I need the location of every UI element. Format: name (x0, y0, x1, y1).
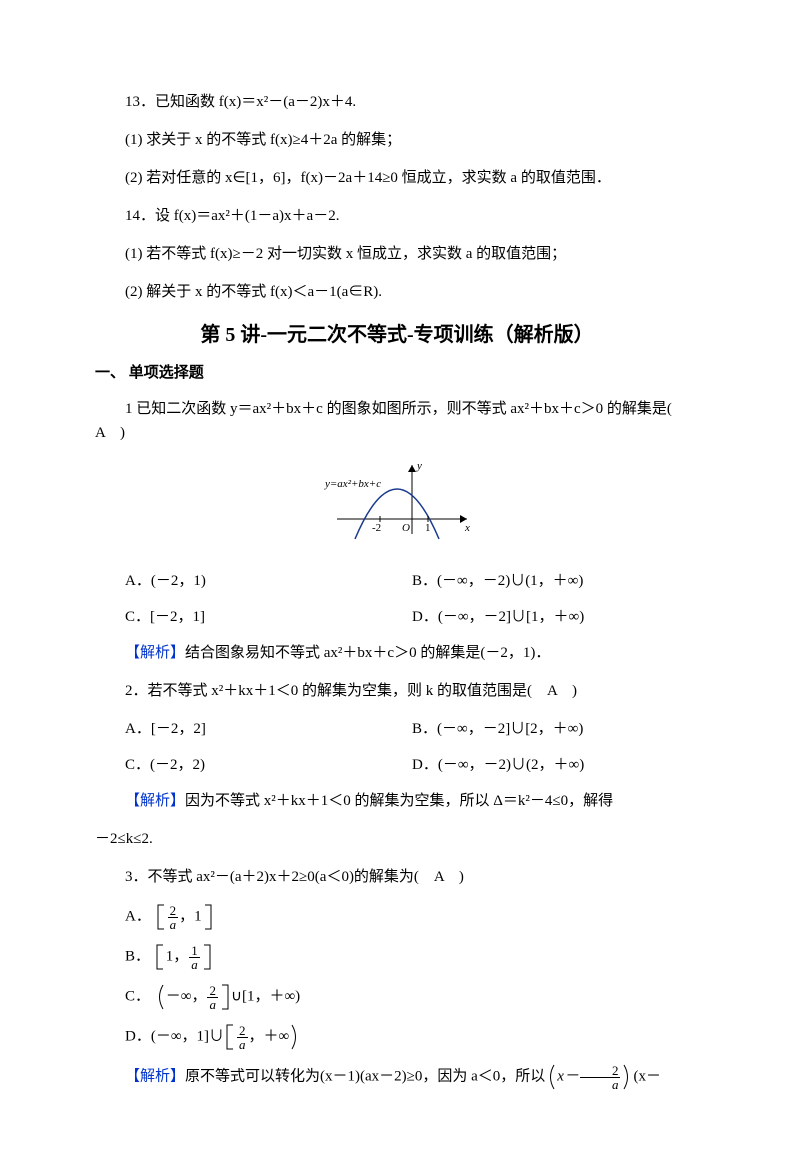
q1-option-a: A．(－2，1) (95, 569, 412, 593)
right-bracket-icon (202, 903, 214, 931)
left-paren-icon (154, 983, 166, 1011)
left-bracket-icon (154, 943, 166, 971)
q3-option-c: C． －∞，2a ∪[1，＋∞) (95, 983, 699, 1011)
q1-analysis: 【解析】结合图象易知不等式 ax²＋bx＋c＞0 的解集是(－2，1)． (95, 641, 699, 665)
analysis-label: 【解析】 (125, 1068, 185, 1084)
y-label: y (416, 460, 422, 472)
fraction: 2a (207, 984, 218, 1011)
q3-option-d: D．(－∞，1]∪ 2a，＋∞ (95, 1023, 699, 1051)
y-arrow-icon (408, 465, 416, 472)
q3a-post: ，1 (179, 908, 202, 924)
right-bracket-icon (201, 943, 213, 971)
q3-ana-x: x－ (557, 1068, 579, 1084)
lecture-title: 第 5 讲-一元二次不等式-专项训练（解析版） (95, 318, 699, 347)
problem-13-2: (2) 若对任意的 x∈[1，6]，f(x)－2a＋14≥0 恒成立，求实数 a… (95, 166, 699, 190)
tick-origin: O (402, 522, 410, 534)
q1-options-row1: A．(－2，1) B．(－∞，－2)∪(1，＋∞) (95, 569, 699, 593)
q3-ana-pre: 原不等式可以转化为(x－1)(ax－2)≥0，因为 a＜0，所以 (185, 1068, 545, 1084)
question-3: 3．不等式 ax²－(a＋2)x＋2≥0(a＜0)的解集为( A ) (95, 865, 699, 889)
q2-options-row2: C．(－2，2) D．(－∞，－2)∪(2，＋∞) (95, 753, 699, 777)
q3b-mid: 1， (166, 948, 189, 964)
page: 13．已知函数 f(x)＝x²－(a－2)x＋4. (1) 求关于 x 的不等式… (0, 0, 794, 1165)
problem-13: 13．已知函数 f(x)＝x²－(a－2)x＋4. (95, 90, 699, 114)
q3c-prefix: C． (125, 988, 150, 1004)
q3b-prefix: B． (125, 948, 150, 964)
q2-option-a: A．[－2，2] (95, 717, 412, 741)
q2-options-row1: A．[－2，2] B．(－∞，－2]∪[2，＋∞) (95, 717, 699, 741)
q3-option-b: B． 1，1a (95, 943, 699, 971)
q1-option-b: B．(－∞，－2)∪(1，＋∞) (412, 569, 699, 593)
problem-13-1: (1) 求关于 x 的不等式 f(x)≥4＋2a 的解集； (95, 128, 699, 152)
x-label: x (464, 522, 470, 534)
q3-option-a: A． 2a，1 (95, 903, 699, 931)
func-label: y=ax²+bx+c (324, 478, 381, 490)
problem-14: 14．设 f(x)＝ax²＋(1－a)x＋a－2. (95, 204, 699, 228)
right-bracket-icon (219, 983, 231, 1011)
q2-option-b: B．(－∞，－2]∪[2，＋∞) (412, 717, 699, 741)
q3-ana-tail: (x－ (633, 1068, 661, 1084)
section-heading: 一、 单项选择题 (95, 361, 699, 385)
q3d-post: ，＋∞ (249, 1028, 290, 1044)
fraction: 1a (189, 944, 200, 971)
question-1: 1 已知二次函数 y＝ax²＋bx＋c 的图象如图所示，则不等式 ax²＋bx＋… (95, 397, 699, 445)
problem-14-2: (2) 解关于 x 的不等式 f(x)＜a－1(a∈R). (95, 280, 699, 304)
q1-option-c: C．[－2，1] (95, 605, 412, 629)
left-bracket-icon (224, 1023, 236, 1051)
q1-option-d: D．(－∞，－2]∪[1，＋∞) (412, 605, 699, 629)
fraction: 2a (580, 1064, 621, 1091)
fraction: 2a (237, 1024, 248, 1051)
right-paren-icon (621, 1063, 633, 1091)
q1-options-row2: C．[－2，1] D．(－∞，－2]∪[1，＋∞) (95, 605, 699, 629)
question-2: 2．若不等式 x²＋kx＋1＜0 的解集为空集，则 k 的取值范围是( A ) (95, 679, 699, 703)
q2-analysis-text1: 因为不等式 x²＋kx＋1＜0 的解集为空集，所以 Δ＝k²－4≤0，解得 (185, 793, 613, 809)
right-paren-icon (289, 1023, 301, 1051)
graph-svg: y x y=ax²+bx+c -2 O 1 (317, 459, 477, 554)
analysis-label: 【解析】 (125, 793, 185, 809)
q3a-prefix: A． (125, 908, 151, 924)
left-bracket-icon (155, 903, 167, 931)
q2-analysis-1: 【解析】因为不等式 x²＋kx＋1＜0 的解集为空集，所以 Δ＝k²－4≤0，解… (95, 789, 699, 813)
q3c-post: ∪[1，＋∞) (231, 988, 300, 1004)
analysis-label: 【解析】 (125, 645, 185, 661)
q3d-prefix: D．(－∞，1]∪ (125, 1028, 224, 1044)
q3-analysis: 【解析】原不等式可以转化为(x－1)(ax－2)≥0，因为 a＜0，所以 x－2a… (95, 1063, 699, 1091)
problem-14-1: (1) 若不等式 f(x)≥－2 对一切实数 x 恒成立，求实数 a 的取值范围… (95, 242, 699, 266)
q2-analysis-2: －2≤k≤2. (95, 827, 699, 851)
q1-analysis-text: 结合图象易知不等式 ax²＋bx＋c＞0 的解集是(－2，1)． (185, 645, 550, 661)
tick-1: 1 (425, 522, 431, 534)
q3c-lo: －∞， (166, 988, 207, 1004)
tick-neg2: -2 (372, 522, 381, 534)
q2-option-d: D．(－∞，－2)∪(2，＋∞) (412, 753, 699, 777)
parabola-graph: y x y=ax²+bx+c -2 O 1 (95, 459, 699, 559)
fraction: 2a (168, 904, 179, 931)
left-paren-icon (545, 1063, 557, 1091)
q2-option-c: C．(－2，2) (95, 753, 412, 777)
